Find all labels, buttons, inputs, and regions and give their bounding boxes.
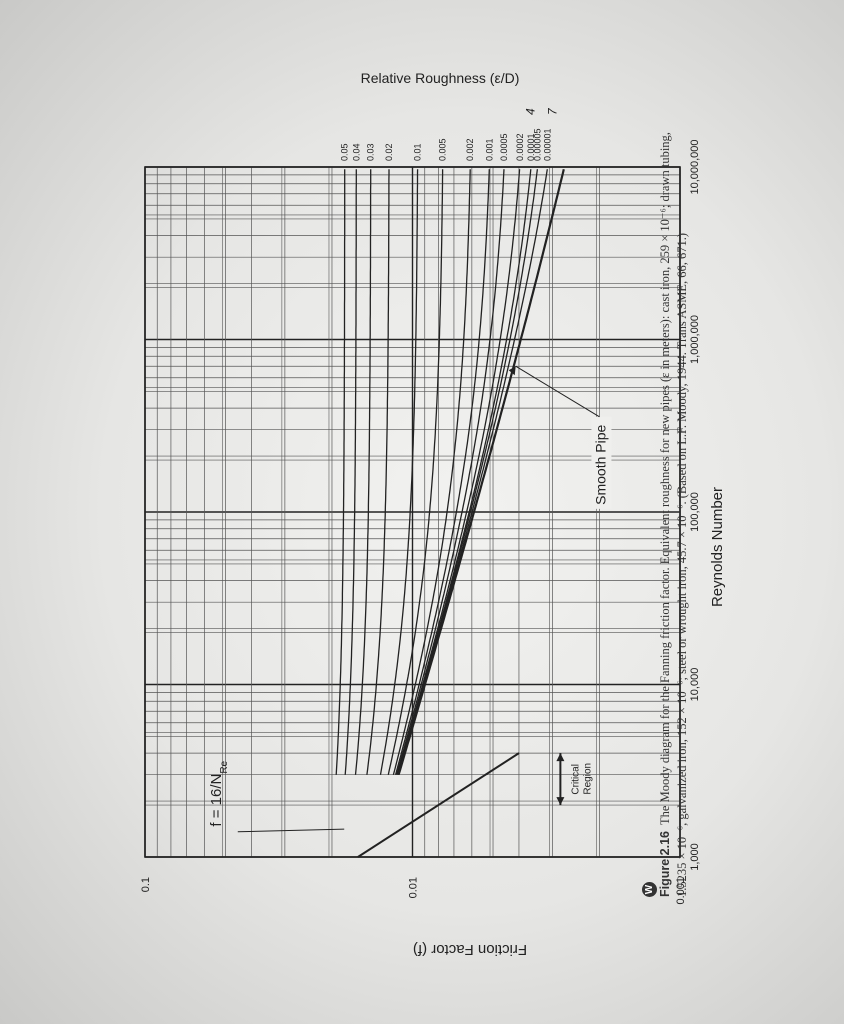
arrowhead-left-icon [556,797,565,806]
roughness-label: 0.03 [366,143,376,161]
x-tick-label: 1,000 [689,843,701,871]
critical-label-2: Region [582,763,593,795]
curve-0.05 [335,169,346,775]
smooth-pipe-label-bg [591,416,612,509]
figure-caption: W Figure 2.16 The Moody diagram for the … [640,97,691,897]
plot-frame [144,166,681,858]
x-tick-label: 100,000 [689,492,701,532]
smooth-pipe-arrow-icon [508,366,516,376]
annotations: f = 16/NRe Critical Region Smooth Pipe 4 7 [208,107,612,858]
roughness-label: 0.02 [384,143,394,161]
roughness-label: 0.01 [413,143,423,161]
x-tick-label: 1,000,000 [689,315,701,364]
rotated-page: 0.05 0.04 0.03 0.02 0.01 0.005 0.002 0.001 0.000… [60,62,790,967]
roughness-label: 0.00005 [533,128,543,161]
y-axis-label: Friction Factor (f) [413,941,527,958]
curve-0.04 [344,169,357,775]
axis-ticks: 1,000 10,000 100,000 1,000,000 10,000,000 0.0… [140,139,701,904]
friction-curves: 0.05 0.04 0.03 0.02 0.01 0.005 0.002 0.001 0.000… [335,128,565,776]
roughness-label: 0.005 [438,138,448,161]
smooth-pipe-leader [515,365,600,418]
roughness-label: 0.05 [340,143,350,161]
roughness-label: 0.0005 [499,133,509,161]
critical-label-1: Critical [570,764,581,795]
curve-0.01 [379,169,419,775]
figure-label: Figure 2.16 [658,831,672,897]
curve-0.001 [394,169,490,775]
moody-chart: 0.05 0.04 0.03 0.02 0.01 0.005 0.002 0.001 0.000… [140,70,726,958]
roughness-label: 0.0002 [515,133,525,161]
roughness-label: 0.00001 [543,128,553,161]
y-tick-label: 0.1 [140,877,152,892]
curve-0.002 [392,169,471,775]
curve-0.0005 [396,169,505,775]
smooth-pipe-label: Smooth Pipe [592,424,608,504]
y2-axis-label: Relative Roughness (ε/D) [361,70,520,86]
laminar-subscript: Re [218,760,229,773]
caption-text: The Moody diagram for the Fanning fricti… [658,132,689,897]
x-tick-label: 10,000,000 [689,139,701,194]
laminar-label: f = 16/NRe [208,760,230,826]
laminar-leader [237,828,345,833]
curve-0.0002 [396,169,521,775]
handwritten-4: 4 [523,108,537,115]
curve-0.02 [366,169,390,775]
handwritten-7: 7 [545,107,559,115]
y-tick-label: 0.01 [408,877,420,898]
x-axis-label: Reynolds Number [709,487,726,607]
grid-lines [144,166,681,858]
roughness-label: 0.002 [465,138,475,161]
roughness-label: 0.001 [484,138,494,161]
y-tick-label: 0.001 [675,877,687,905]
roughness-label: 0.0001 [526,133,536,161]
curve-0.03 [354,169,372,775]
arrowhead-right-icon [556,753,565,762]
curve-0.005 [387,169,444,775]
laminar-line [357,752,520,858]
curve-Smooth Pipe [397,168,565,776]
x-tick-label: 10,000 [689,668,701,702]
w-badge-icon: W [642,882,657,897]
roughness-label: 0.04 [351,143,361,161]
